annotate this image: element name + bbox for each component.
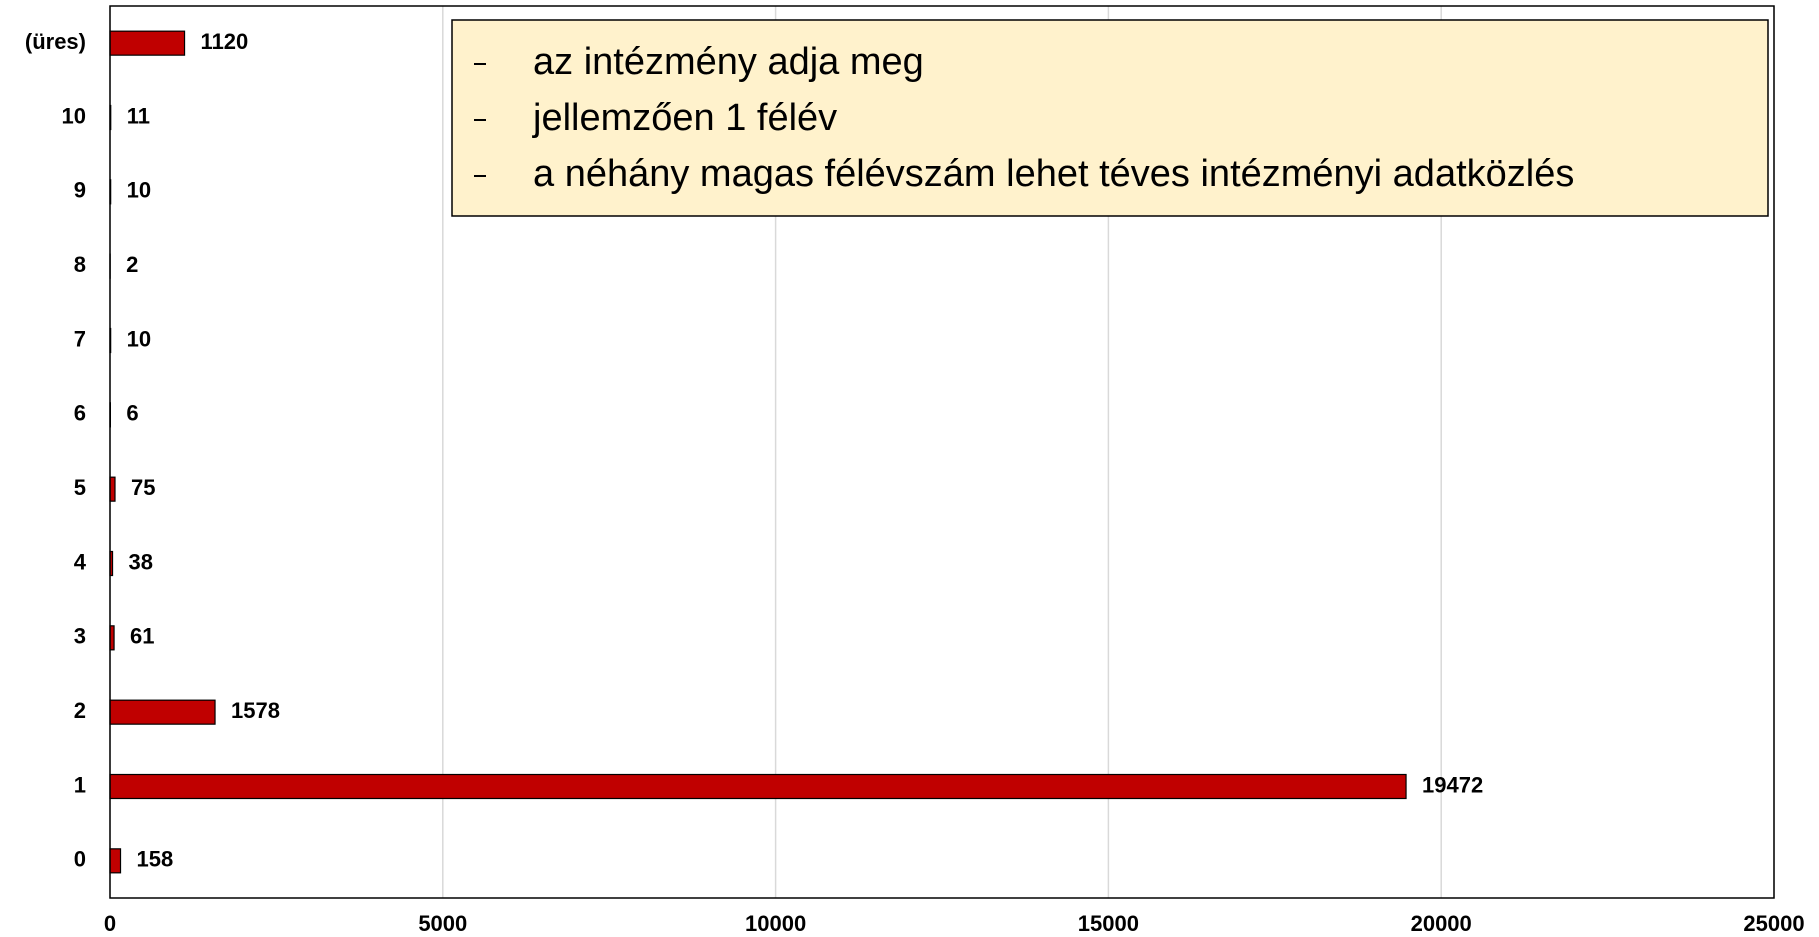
y-tick-label: 4 (74, 549, 87, 574)
value-label: 61 (130, 624, 154, 649)
bar (109, 773, 1407, 800)
value-label: 38 (129, 549, 153, 574)
y-tick-label: 10 (62, 103, 86, 128)
y-tick-label: 7 (74, 326, 86, 351)
x-tick-label: 5000 (418, 911, 467, 936)
y-tick-label: 0 (74, 847, 86, 872)
value-label: 19472 (1422, 772, 1483, 797)
annotation: jellemzően 1 félév (532, 97, 837, 139)
y-tick-label: 2 (74, 698, 86, 723)
x-tick-label: 10000 (745, 911, 806, 936)
bar (109, 699, 216, 725)
x-tick-label: 0 (104, 911, 116, 936)
bars (109, 30, 1407, 874)
y-tick-label: 9 (74, 178, 86, 203)
value-label: 158 (137, 847, 174, 872)
x-tick-label: 25000 (1743, 911, 1804, 936)
bar (109, 30, 186, 56)
x-tick-label: 20000 (1411, 911, 1472, 936)
value-label: 1578 (231, 698, 280, 723)
value-label: 75 (131, 475, 155, 500)
value-label: 11 (127, 103, 150, 128)
y-tick-label: 3 (74, 624, 86, 649)
annotation: az intézmény adja meg (533, 41, 924, 83)
bar (109, 848, 122, 874)
annotation-box (451, 19, 1769, 217)
y-tick-label: 8 (74, 252, 86, 277)
value-label: 10 (127, 178, 151, 203)
y-tick-label: (üres) (25, 29, 86, 54)
y-tick-label: 5 (74, 475, 86, 500)
plot-frame (109, 5, 1775, 899)
value-label: 2 (126, 252, 138, 277)
value-label: 1120 (201, 29, 249, 54)
value-label: 10 (127, 326, 151, 351)
x-tick-label: 15000 (1078, 911, 1139, 936)
value-label: 6 (126, 401, 138, 426)
annotation: a néhány magas félévszám lehet téves int… (533, 153, 1574, 195)
y-tick-label: 6 (74, 401, 86, 426)
y-tick-label: 1 (74, 772, 86, 797)
